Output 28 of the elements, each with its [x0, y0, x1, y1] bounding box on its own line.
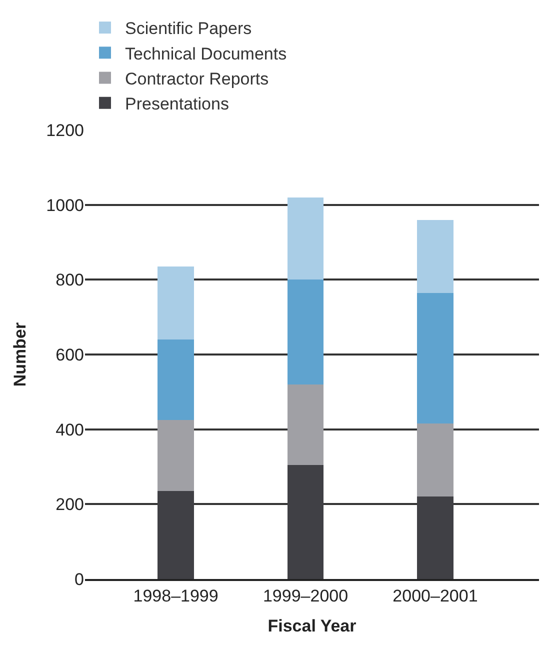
y-tick-label: 200 — [56, 495, 84, 514]
bar — [417, 496, 454, 579]
y-tick-label: 600 — [56, 345, 84, 364]
y-tick-label: 1200 — [46, 120, 84, 140]
y-tick-label: 400 — [56, 420, 84, 440]
y-axis-title: Number — [10, 322, 30, 387]
x-tick-label: 2000–2001 — [392, 586, 478, 606]
y-tick-label: 0 — [74, 570, 84, 589]
x-tick-label: 1998–1999 — [133, 586, 218, 606]
bar — [287, 464, 324, 579]
bar — [287, 197, 324, 280]
bar — [287, 384, 324, 465]
bar — [158, 266, 194, 340]
bar — [287, 280, 324, 384]
y-tick-label: 800 — [56, 270, 84, 290]
legend-label: Presentations — [125, 94, 229, 114]
bar — [158, 340, 194, 420]
x-tick-label: 1999–2000 — [262, 586, 348, 606]
bar — [417, 292, 454, 424]
y-tick-label: 1000 — [46, 196, 84, 215]
bar — [158, 420, 194, 492]
x-axis-title: Fiscal Year — [268, 616, 357, 636]
bar — [417, 220, 454, 293]
legend-label: Contractor Reports — [125, 69, 269, 88]
bar — [158, 491, 194, 579]
bar — [417, 424, 454, 497]
legend-label: Scientific Papers — [125, 19, 252, 38]
legend-label: Technical Documents — [125, 44, 287, 64]
